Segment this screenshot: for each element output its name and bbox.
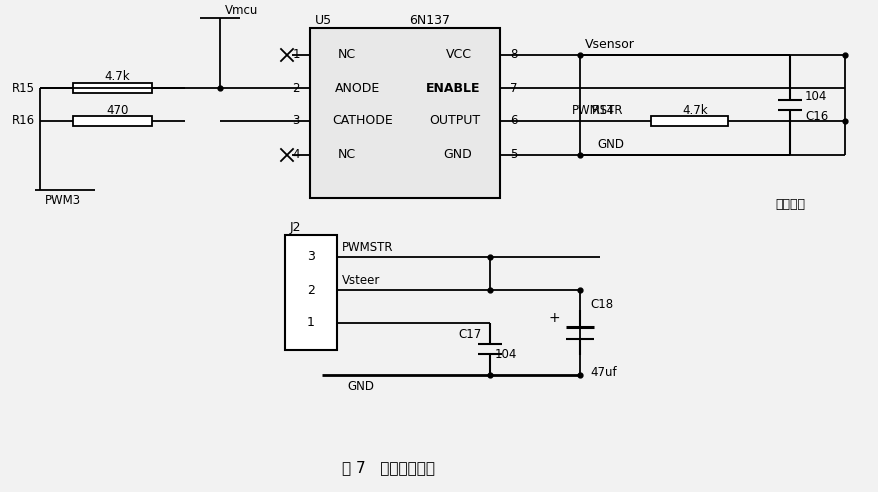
Text: 8: 8 [509,49,517,62]
Bar [73,116,152,126]
Text: 4.7k: 4.7k [104,70,130,84]
Text: ENABLE: ENABLE [425,82,479,94]
Text: Vmcu: Vmcu [225,3,258,17]
Bar [284,235,336,350]
Text: PWMSTR: PWMSTR [572,104,623,118]
Text: +: + [548,311,559,325]
Text: C18: C18 [589,299,613,311]
Text: PWMSTR: PWMSTR [342,242,393,254]
Text: VCC: VCC [445,49,471,62]
Text: 47uf: 47uf [589,367,616,379]
Text: 舵机接口: 舵机接口 [774,198,804,212]
Text: R14: R14 [591,104,615,118]
Text: 图 7   舵机驱动接口: 图 7 舵机驱动接口 [342,461,435,475]
Text: Vsteer: Vsteer [342,275,380,287]
Text: 2: 2 [306,283,314,297]
Text: 104: 104 [804,91,826,103]
Text: PWM3: PWM3 [45,193,81,207]
Text: CATHODE: CATHODE [332,115,392,127]
Text: 3: 3 [292,115,299,127]
Text: U5: U5 [314,13,332,27]
Text: 7: 7 [509,82,517,94]
Text: GND: GND [443,149,471,161]
Text: C16: C16 [804,111,827,123]
Bar [651,116,728,126]
Text: 3: 3 [306,250,314,264]
Text: 1: 1 [292,49,299,62]
Text: NC: NC [338,149,356,161]
Text: 104: 104 [494,347,517,361]
Text: ANODE: ANODE [335,82,380,94]
Text: 5: 5 [509,149,517,161]
Text: NC: NC [338,49,356,62]
Text: R15: R15 [12,82,35,94]
Text: 2: 2 [292,82,299,94]
Text: Vsensor: Vsensor [585,38,634,52]
Text: 6N137: 6N137 [409,13,450,27]
Text: GND: GND [596,139,623,152]
Text: C17: C17 [458,329,481,341]
Text: 4.7k: 4.7k [681,103,707,117]
Bar [310,28,500,198]
Text: OUTPUT: OUTPUT [428,115,479,127]
Text: 6: 6 [509,115,517,127]
Text: R16: R16 [12,115,35,127]
Bar [73,83,152,93]
Text: 4: 4 [292,149,299,161]
Text: 1: 1 [306,316,314,330]
Text: 470: 470 [106,103,128,117]
Text: GND: GND [347,380,373,394]
Text: J2: J2 [290,220,301,234]
